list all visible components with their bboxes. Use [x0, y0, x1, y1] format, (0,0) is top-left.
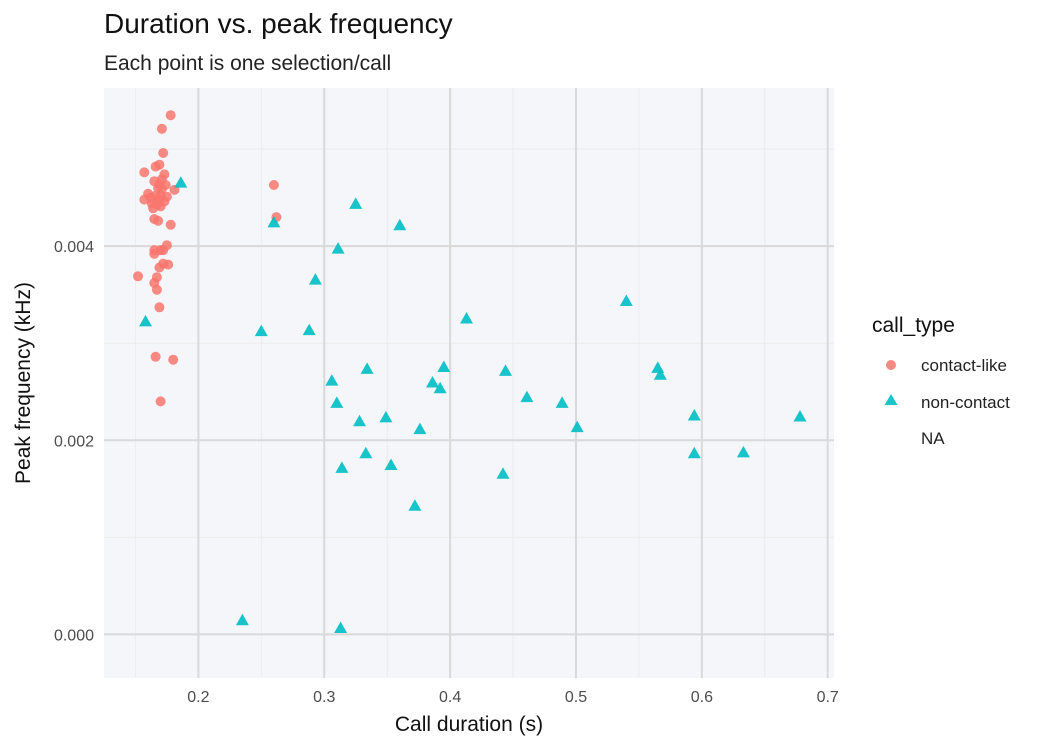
point-contact-like — [149, 248, 160, 259]
point-contact-like — [156, 123, 167, 134]
point-non-contact — [393, 218, 407, 231]
point-non-contact — [433, 381, 447, 394]
point-contact-like — [165, 110, 176, 121]
point-non-contact — [139, 314, 152, 327]
x-axis-ticks: 0.2 0.3 0.4 0.5 0.6 0.7 — [187, 689, 839, 706]
point-non-contact — [520, 390, 534, 403]
point-non-contact — [379, 410, 393, 423]
point-contact-like — [154, 262, 165, 273]
legend-label-contact-like: contact-like — [921, 356, 1007, 375]
point-non-contact — [460, 312, 473, 324]
point-non-contact — [619, 294, 633, 306]
data-points — [133, 110, 807, 633]
point-contact-like — [148, 203, 159, 214]
point-non-contact — [302, 323, 316, 336]
point-non-contact — [437, 360, 451, 372]
point-contact-like — [153, 215, 164, 226]
point-contact-like — [133, 271, 143, 282]
x-axis-title: Call duration (s) — [395, 713, 543, 736]
grid-lines — [104, 88, 834, 678]
point-contact-like — [151, 284, 162, 295]
y-axis-ticks: 0.000 0.002 0.004 — [54, 239, 94, 644]
legend-label-na: NA — [921, 429, 945, 448]
point-contact-like — [163, 259, 174, 270]
point-non-contact — [687, 409, 701, 421]
point-non-contact — [496, 467, 510, 479]
x-tick-label: 0.4 — [439, 689, 461, 706]
chart-subtitle: Each point is one selection/call — [104, 52, 391, 75]
point-non-contact — [426, 376, 439, 388]
point-contact-like — [154, 302, 165, 313]
point-non-contact — [331, 242, 345, 254]
point-contact-like — [268, 180, 279, 190]
x-tick-label: 0.2 — [187, 689, 209, 706]
point-contact-like — [155, 201, 166, 212]
point-non-contact — [267, 215, 281, 228]
legend-title: call_type — [872, 314, 955, 337]
y-tick-label: 0.004 — [54, 239, 94, 256]
point-non-contact — [335, 461, 349, 473]
point-non-contact — [653, 368, 667, 380]
point-non-contact — [359, 446, 373, 459]
point-non-contact — [384, 458, 398, 470]
point-non-contact — [235, 613, 249, 626]
point-non-contact — [570, 420, 584, 433]
point-non-contact — [408, 499, 422, 511]
point-non-contact — [353, 414, 366, 427]
point-contact-like — [139, 167, 150, 178]
point-contact-like — [139, 194, 150, 205]
point-non-contact — [793, 410, 807, 422]
point-non-contact — [360, 362, 374, 374]
x-tick-label: 0.7 — [817, 689, 839, 706]
y-axis-title: Peak frequency (kHz) — [12, 282, 35, 484]
point-non-contact — [349, 197, 363, 209]
plot-panel — [104, 88, 834, 678]
legend-key-contact-like — [886, 360, 896, 370]
legend-key-non-contact — [884, 394, 898, 405]
point-non-contact — [330, 396, 344, 408]
chart-title: Duration vs. peak frequency — [104, 8, 453, 39]
point-non-contact — [308, 273, 322, 285]
legend: call_type contact-like non-contact NA — [872, 314, 1010, 448]
point-non-contact — [325, 374, 339, 386]
point-non-contact — [687, 446, 701, 459]
point-contact-like — [155, 396, 166, 407]
point-non-contact — [499, 364, 512, 376]
point-non-contact — [174, 176, 188, 188]
point-contact-like — [158, 148, 169, 158]
point-non-contact — [413, 422, 427, 435]
point-non-contact — [555, 396, 569, 408]
x-tick-label: 0.3 — [313, 689, 335, 706]
point-non-contact — [254, 324, 268, 337]
x-tick-label: 0.5 — [565, 689, 587, 706]
point-contact-like — [150, 351, 161, 362]
point-contact-like — [168, 354, 179, 365]
point-contact-like — [150, 161, 161, 172]
point-contact-like — [158, 245, 169, 256]
point-non-contact — [736, 445, 750, 458]
legend-label-non-contact: non-contact — [921, 393, 1010, 412]
y-tick-label: 0.002 — [54, 433, 94, 450]
x-tick-label: 0.6 — [691, 689, 713, 706]
point-non-contact — [334, 621, 348, 633]
point-contact-like — [165, 219, 176, 230]
y-tick-label: 0.000 — [54, 627, 94, 644]
